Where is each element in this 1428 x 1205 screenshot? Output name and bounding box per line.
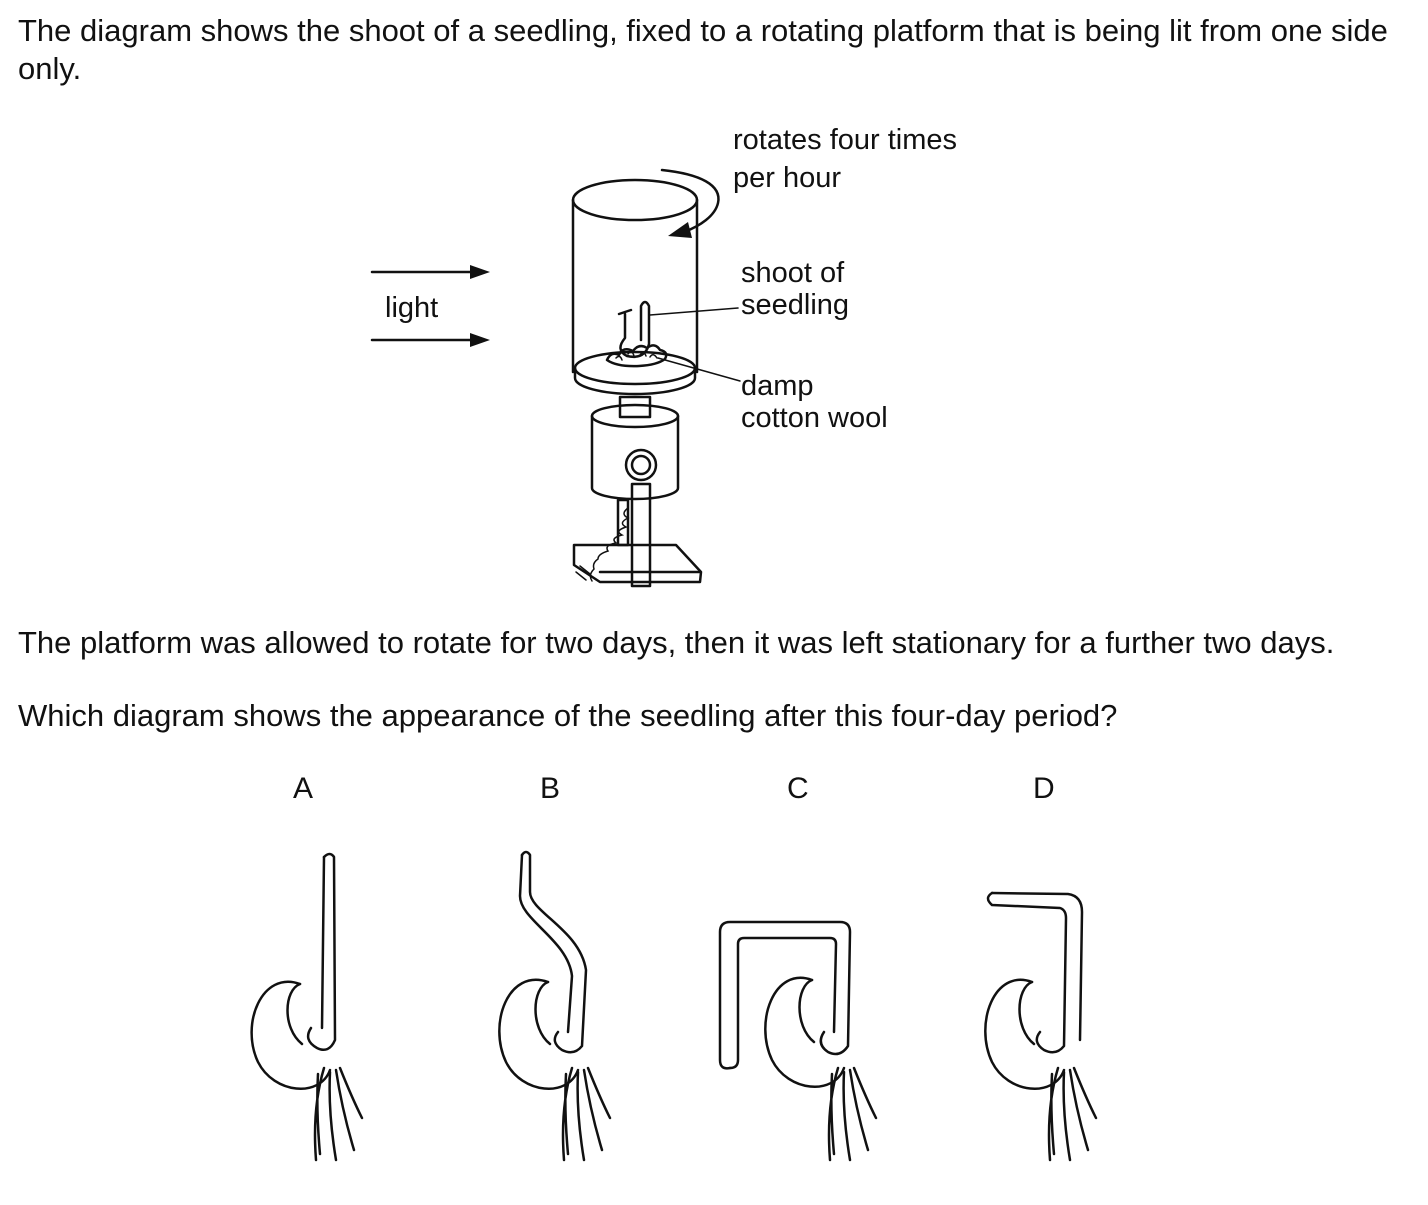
shoot-label-line2: seedling	[741, 289, 850, 321]
motor-housing-icon	[590, 395, 680, 501]
platform-icon	[573, 350, 697, 396]
option-b-seedling-icon	[498, 850, 612, 1162]
question-intro: The diagram shows the shoot of a seedlin…	[18, 13, 1388, 86]
clinostat-diagram	[370, 168, 741, 588]
cotton-wool-icon	[605, 344, 668, 368]
glass-cylinder-icon	[571, 178, 699, 374]
question-statement: The platform was allowed to rotate for t…	[18, 625, 1335, 660]
shoot-label-line1: shoot of	[741, 257, 845, 289]
light-label: light	[385, 292, 439, 324]
seedling-shoot-icon	[617, 300, 651, 358]
option-c-seedling-icon	[718, 920, 878, 1162]
option-d-label[interactable]: D	[1033, 772, 1055, 805]
wool-leader-line	[657, 357, 741, 382]
wool-label-line2: cotton wool	[741, 402, 888, 434]
option-c-label[interactable]: C	[787, 772, 809, 805]
wool-label-line1: damp	[741, 370, 814, 402]
option-a-label[interactable]: A	[293, 772, 314, 805]
shoot-leader-line	[649, 307, 739, 316]
option-a-seedling-icon	[250, 852, 364, 1162]
stand-icon	[572, 482, 703, 588]
rotation-label-line1: rotates four times	[733, 124, 958, 156]
rotation-arrow-icon	[660, 168, 720, 238]
rotation-label-line2: per hour	[733, 162, 842, 194]
light-arrow-icon	[370, 265, 490, 347]
option-b-label[interactable]: B	[540, 772, 561, 805]
option-d-seedling-icon	[984, 891, 1098, 1162]
question-prompt: Which diagram shows the appearance of th…	[18, 698, 1118, 733]
